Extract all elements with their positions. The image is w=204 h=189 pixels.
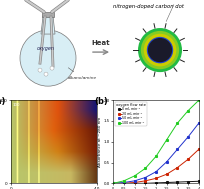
Circle shape [38,68,42,72]
Circle shape [141,31,179,69]
Text: 100: 100 [12,103,20,107]
50 mL min⁻¹ [187,136,189,138]
Legend: 0 mL min⁻¹, 20 mL min⁻¹, 50 mL min⁻¹, 100 mL min⁻¹: 0 mL min⁻¹, 20 mL min⁻¹, 50 mL min⁻¹, 10… [115,102,147,126]
Text: Heat: Heat [92,40,110,46]
20 mL min⁻¹ [198,148,200,150]
Circle shape [147,37,173,63]
20 mL min⁻¹ [176,166,179,169]
Line: 100 mL min⁻¹: 100 mL min⁻¹ [112,99,200,184]
Text: oxygen: oxygen [37,46,55,51]
0 mL min⁻¹ [176,181,179,183]
100 mL min⁻¹ [123,180,125,182]
50 mL min⁻¹ [144,176,147,179]
Text: (a): (a) [0,97,6,106]
Bar [42,12,54,17]
50 mL min⁻¹ [112,182,114,184]
20 mL min⁻¹ [144,180,147,182]
Y-axis label: Absorbance at ~280 nm: Absorbance at ~280 nm [98,117,102,167]
Circle shape [50,66,54,70]
20 mL min⁻¹ [187,158,189,160]
50 mL min⁻¹ [176,148,179,150]
0 mL min⁻¹ [198,180,200,182]
100 mL min⁻¹ [133,175,136,177]
Line: 20 mL min⁻¹: 20 mL min⁻¹ [112,148,200,184]
Circle shape [153,43,167,57]
20 mL min⁻¹ [123,182,125,184]
100 mL min⁻¹ [187,109,189,112]
Circle shape [20,30,76,86]
20 mL min⁻¹ [112,182,114,184]
Circle shape [148,38,172,62]
20 mL min⁻¹ [166,173,168,175]
Line: 50 mL min⁻¹: 50 mL min⁻¹ [112,122,200,184]
Circle shape [144,34,176,66]
Circle shape [150,40,170,60]
Circle shape [138,28,182,72]
0 mL min⁻¹ [133,182,136,184]
50 mL min⁻¹ [166,161,168,163]
20 mL min⁻¹ [133,181,136,184]
50 mL min⁻¹ [123,181,125,184]
100 mL min⁻¹ [144,167,147,170]
Polygon shape [41,16,55,34]
50 mL min⁻¹ [155,170,157,173]
0 mL min⁻¹ [187,180,189,183]
0 mL min⁻¹ [144,182,147,184]
100 mL min⁻¹ [112,182,114,184]
100 mL min⁻¹ [166,139,168,141]
50 mL min⁻¹ [133,180,136,182]
50 mL min⁻¹ [198,122,200,124]
Text: alkanolamine: alkanolamine [68,68,97,80]
20 mL min⁻¹ [155,177,157,180]
Text: nitrogen-doped carbon dot: nitrogen-doped carbon dot [113,4,183,9]
100 mL min⁻¹ [155,155,157,157]
100 mL min⁻¹ [176,122,179,124]
0 mL min⁻¹ [155,182,157,184]
0 mL min⁻¹ [112,182,114,184]
Text: (b): (b) [94,97,108,106]
0 mL min⁻¹ [123,182,125,184]
0 mL min⁻¹ [166,181,168,184]
Circle shape [44,72,48,76]
Line: 0 mL min⁻¹: 0 mL min⁻¹ [112,180,200,184]
100 mL min⁻¹ [198,99,200,101]
